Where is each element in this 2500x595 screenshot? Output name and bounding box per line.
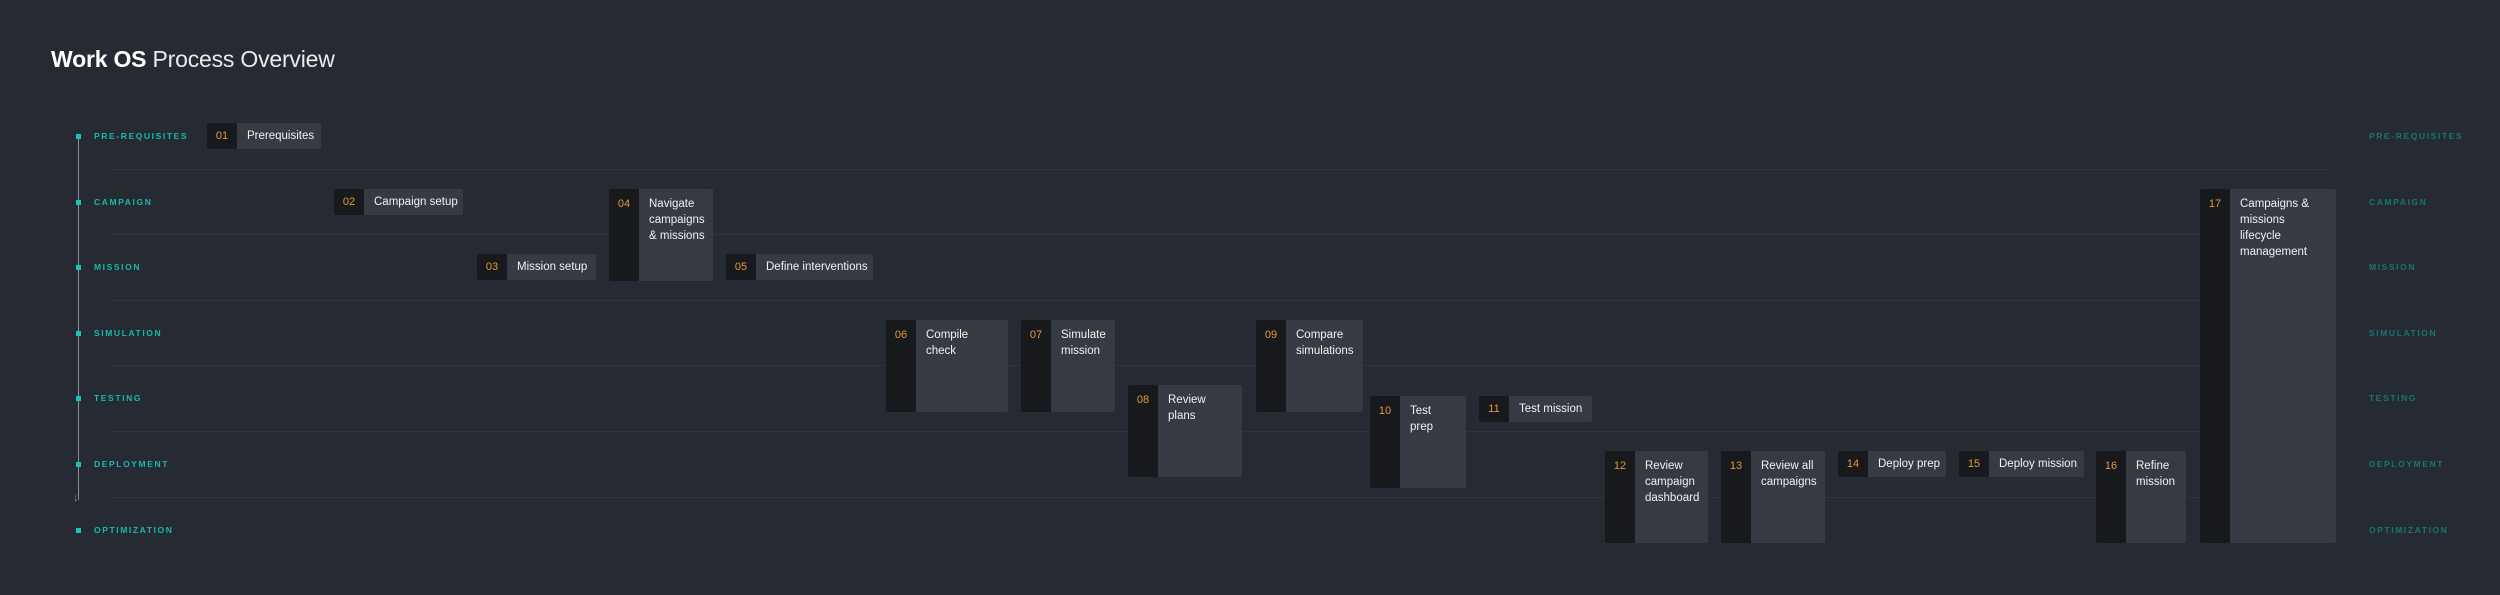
process-step-09[interactable]: 09 Compare simulations (1256, 320, 1363, 412)
step-label: Refine mission (2126, 451, 2186, 543)
stage-label-mission: MISSION (94, 262, 142, 272)
page-title: Work OS Process Overview (51, 46, 335, 73)
stage-label-optimization: OPTIMIZATION (94, 525, 174, 535)
step-number: 07 (1021, 320, 1051, 412)
stage-label-deployment: DEPLOYMENT (94, 459, 170, 469)
step-number: 14 (1838, 451, 1868, 477)
step-label: Define interventions (756, 254, 873, 280)
step-label: Deploy mission (1989, 451, 2084, 477)
step-number: 08 (1128, 385, 1158, 477)
row-separator (110, 300, 2332, 301)
process-step-02[interactable]: 02 Campaign setup (334, 189, 463, 215)
step-number: 17 (2200, 189, 2230, 543)
step-label: Review plans (1158, 385, 1242, 477)
process-step-08[interactable]: 08 Review plans (1128, 385, 1242, 477)
step-number: 04 (609, 189, 639, 281)
step-label: Compile check (916, 320, 1008, 412)
process-step-13[interactable]: 13 Review all campaigns (1721, 451, 1825, 543)
step-number: 01 (207, 123, 237, 149)
stage-marker-optimization (76, 528, 81, 533)
stage-label-right-optimization: OPTIMIZATION (2369, 525, 2449, 535)
step-label: Campaign setup (364, 189, 463, 215)
stage-label-right-testing: TESTING (2369, 393, 2418, 403)
step-label: Mission setup (507, 254, 596, 280)
process-step-04[interactable]: 04 Navigate campaigns & missions (609, 189, 713, 281)
process-step-01[interactable]: 01 Prerequisites (207, 123, 321, 149)
stage-label-right-prerequisites: PRE-REQUISITES (2369, 131, 2464, 141)
page-title-bold: Work OS (51, 46, 147, 72)
timeline-axis (78, 136, 79, 500)
step-label: Test mission (1509, 396, 1592, 422)
process-step-07[interactable]: 07 Simulate mission (1021, 320, 1115, 412)
process-step-03[interactable]: 03 Mission setup (477, 254, 596, 280)
row-separator (110, 234, 2332, 235)
process-step-14[interactable]: 14 Deploy prep (1838, 451, 1946, 477)
step-label: Campaigns & missions lifecycle managemen… (2230, 189, 2336, 543)
step-label: Simulate mission (1051, 320, 1115, 412)
row-separator (110, 497, 2332, 498)
row-separator (110, 169, 2332, 170)
process-step-12[interactable]: 12 Review campaign dashboard (1605, 451, 1708, 543)
step-number: 02 (334, 189, 364, 215)
stage-marker-mission (76, 265, 81, 270)
step-number: 11 (1479, 396, 1509, 422)
stage-label-right-deployment: DEPLOYMENT (2369, 459, 2445, 469)
process-step-05[interactable]: 05 Define interventions (726, 254, 873, 280)
stage-marker-campaign (76, 200, 81, 205)
stage-marker-testing (76, 396, 81, 401)
process-step-06[interactable]: 06 Compile check (886, 320, 1008, 412)
step-number: 06 (886, 320, 916, 412)
process-step-15[interactable]: 15 Deploy mission (1959, 451, 2084, 477)
stage-label-right-simulation: SIMULATION (2369, 328, 2438, 338)
process-step-10[interactable]: 10 Test prep (1370, 396, 1466, 488)
step-number: 12 (1605, 451, 1635, 543)
stage-label-right-campaign: CAMPAIGN (2369, 197, 2428, 207)
stage-label-testing: TESTING (94, 393, 143, 403)
step-number: 10 (1370, 396, 1400, 488)
stage-marker-simulation (76, 331, 81, 336)
stage-label-campaign: CAMPAIGN (94, 197, 153, 207)
stage-label-simulation: SIMULATION (94, 328, 163, 338)
step-label: Review all campaigns (1751, 451, 1825, 543)
step-number: 13 (1721, 451, 1751, 543)
stage-label-prerequisites: PRE-REQUISITES (94, 131, 189, 141)
step-label: Review campaign dashboard (1635, 451, 1708, 543)
step-label: Prerequisites (237, 123, 321, 149)
step-number: 05 (726, 254, 756, 280)
step-label: Deploy prep (1868, 451, 1946, 477)
step-label: Navigate campaigns & missions (639, 189, 713, 281)
process-step-16[interactable]: 16 Refine mission (2096, 451, 2186, 543)
step-number: 15 (1959, 451, 1989, 477)
process-step-11[interactable]: 11 Test mission (1479, 396, 1592, 422)
step-label: Test prep (1400, 396, 1466, 488)
step-number: 09 (1256, 320, 1286, 412)
process-step-17[interactable]: 17 Campaigns & missions lifecycle managem… (2200, 189, 2336, 543)
stage-marker-deployment (76, 462, 81, 467)
page-title-light: Process Overview (152, 46, 335, 72)
step-number: 16 (2096, 451, 2126, 543)
step-number: 03 (477, 254, 507, 280)
arrow-down-icon: ↓ (73, 492, 79, 504)
row-separator (110, 365, 2332, 366)
stage-label-right-mission: MISSION (2369, 262, 2417, 272)
stage-marker-prerequisites (76, 134, 81, 139)
step-label: Compare simulations (1286, 320, 1363, 412)
